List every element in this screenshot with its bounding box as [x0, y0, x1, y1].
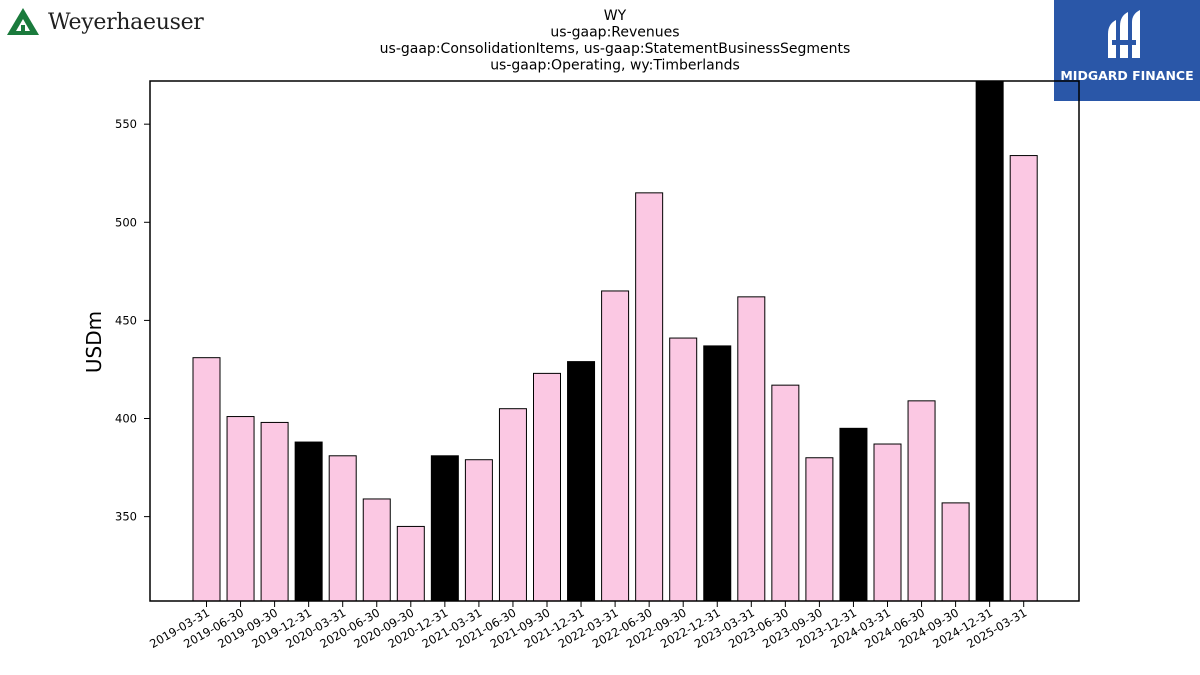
chart-title: WYus-gaap:Revenuesus-gaap:ConsolidationI…	[380, 8, 851, 74]
bar-2022-09-30	[670, 338, 697, 603]
bar-2020-03-31	[329, 456, 356, 603]
y-axis: 350 400 450 500 550	[115, 117, 150, 523]
bar-2024-03-31	[874, 444, 901, 603]
chart-title-line: WY	[604, 8, 627, 24]
bar-2021-12-31	[568, 362, 595, 603]
bar-2019-06-30	[227, 417, 254, 603]
bar-2023-12-31	[840, 428, 867, 603]
bars-group	[193, 65, 1037, 603]
bar-2024-06-30	[908, 401, 935, 603]
bar-2020-12-31	[431, 456, 458, 603]
chart-title-line: us-gaap:Revenues	[550, 25, 679, 41]
bar-2025-03-31	[1010, 156, 1037, 603]
bar-2021-06-30	[499, 409, 526, 603]
bar-2023-06-30	[772, 385, 799, 603]
y-tick-label: 450	[115, 313, 137, 327]
y-tick-label: 400	[115, 412, 137, 426]
bar-2021-03-31	[465, 460, 492, 603]
bar-2020-06-30	[363, 499, 390, 603]
bar-2020-09-30	[397, 526, 424, 603]
bar-2023-09-30	[806, 458, 833, 603]
x-axis: 2019-03-312019-06-302019-09-302019-12-31…	[147, 601, 1029, 651]
bar-2022-03-31	[602, 291, 629, 603]
bar-2019-09-30	[261, 422, 288, 603]
bar-2022-06-30	[636, 193, 663, 603]
chart-title-line: us-gaap:ConsolidationItems, us-gaap:Stat…	[380, 41, 851, 57]
chart-title-line: us-gaap:Operating, wy:Timberlands	[490, 58, 740, 74]
bar-2019-03-31	[193, 358, 220, 603]
y-tick-label: 350	[115, 510, 137, 524]
y-axis-label: USDm	[82, 311, 106, 373]
bar-2022-12-31	[704, 346, 731, 603]
bar-2024-09-30	[942, 503, 969, 603]
bar-2023-03-31	[738, 297, 765, 603]
bar-2021-09-30	[534, 373, 561, 603]
bar-2024-12-31	[976, 65, 1003, 603]
bar-2019-12-31	[295, 442, 322, 603]
y-tick-label: 550	[115, 117, 137, 131]
y-tick-label: 500	[115, 215, 137, 229]
